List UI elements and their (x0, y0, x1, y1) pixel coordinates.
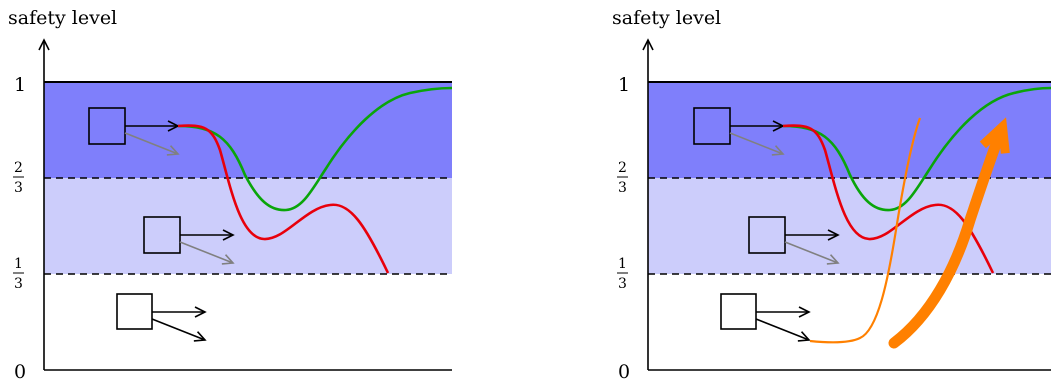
tick-one-third-den: 3 (618, 276, 627, 292)
y-axis-label: safety level (8, 7, 117, 29)
agent-medium (748, 216, 840, 265)
arrow-icon (151, 318, 207, 342)
agent-medium (143, 216, 235, 265)
arrow-icon (755, 318, 811, 342)
tick-one-third: 1 3 (617, 256, 628, 292)
tick-one-third: 1 3 (13, 256, 24, 292)
green-trajectory (177, 86, 453, 212)
tick-zero: 0 (14, 361, 26, 383)
box-icon (116, 293, 153, 330)
tick-one: 1 (14, 74, 26, 96)
tick-two-thirds: 2 3 (13, 160, 24, 196)
agent-high (88, 107, 180, 156)
tick-two-thirds-num: 2 (618, 160, 627, 176)
tick-one-third-num: 1 (618, 256, 627, 272)
tick-one: 1 (618, 74, 630, 96)
box-icon (720, 293, 757, 330)
y-axis-label: safety level (612, 7, 721, 29)
left-panel: safety level 1 2 3 1 3 0 (8, 7, 453, 383)
right-panel: safety level 1 2 3 1 3 0 (612, 7, 1051, 383)
agent-low (720, 293, 811, 342)
band-medium-safety (44, 178, 452, 274)
tick-one-third-den: 3 (14, 276, 23, 292)
tick-zero: 0 (618, 361, 630, 383)
tick-two-thirds-num: 2 (14, 160, 23, 176)
tick-two-thirds-den: 3 (618, 180, 627, 196)
tick-two-thirds: 2 3 (617, 160, 628, 196)
agent-low (116, 293, 207, 342)
green-trajectory (782, 86, 1051, 212)
arrow-icon (124, 132, 180, 156)
agent-high (693, 107, 785, 156)
big-curved-arrow-icon (888, 136, 999, 349)
band-high-safety (44, 82, 452, 178)
orange-trajectory (809, 117, 922, 344)
red-trajectory (782, 124, 995, 274)
arrow-icon (784, 241, 840, 265)
arrow-icon (729, 132, 785, 156)
red-trajectory (177, 124, 390, 274)
arrow-icon (179, 241, 235, 265)
tick-one-third-num: 1 (14, 256, 23, 272)
tick-two-thirds-den: 3 (14, 180, 23, 196)
